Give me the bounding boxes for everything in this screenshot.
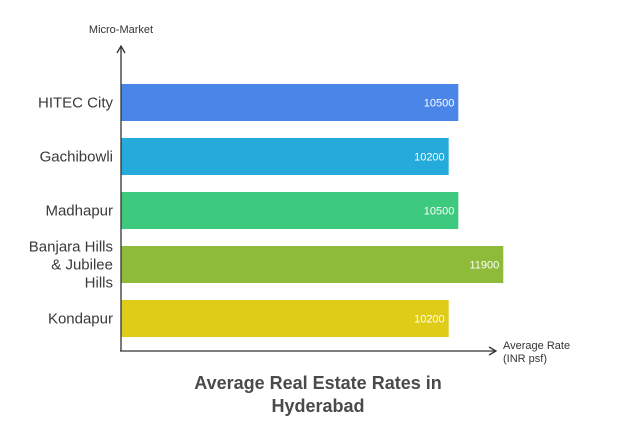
bar (121, 246, 504, 283)
category-label: Gachibowli (40, 149, 113, 166)
category-label: Banjara Hills & Jubilee Hills (29, 239, 113, 292)
bar-value-label: 10500 (424, 206, 455, 218)
category-label-line: Banjara Hills (29, 239, 113, 256)
chart-title-line-1: Average Real Estate Rates in (194, 373, 442, 393)
category-label-line: & Jubilee (51, 257, 113, 274)
x-axis-title-line-1: Average Rate (503, 340, 570, 352)
category-label: Madhapur (45, 203, 113, 220)
bar-value-label: 10200 (414, 152, 445, 164)
bar (121, 84, 459, 121)
category-label-line: Kondapur (48, 311, 113, 328)
bar-chart: 10500 10200 10500 11900 10200 HITEC City Gach… (29, 24, 573, 365)
bar (121, 138, 449, 175)
bars-layer: 10500 10200 10500 11900 10200 (121, 84, 504, 337)
category-label-line: Gachibowli (40, 149, 113, 166)
y-axis-title: Micro-Market (89, 24, 153, 36)
bar (121, 300, 449, 337)
bar-value-label: 10500 (424, 98, 455, 110)
chart-title-line-2: Hyderabad (271, 396, 365, 416)
x-axis-title-line-2: (INR psf) (503, 353, 547, 365)
bar (121, 192, 459, 229)
category-label-line: HITEC City (38, 95, 114, 112)
x-axis-title: Average Rate (INR psf) (503, 340, 573, 365)
category-label: HITEC City (38, 95, 114, 112)
chart-title: Average Real Estate Rates in Hyderabad (0, 372, 636, 418)
bar-value-label: 10200 (414, 314, 445, 326)
bar-value-label: 11900 (470, 260, 500, 272)
category-label: Kondapur (48, 311, 113, 328)
category-label-line: Hills (85, 275, 113, 292)
category-label-line: Madhapur (45, 203, 113, 220)
category-labels: HITEC City Gachibowli Madhapur Banjara Hill… (29, 95, 114, 328)
